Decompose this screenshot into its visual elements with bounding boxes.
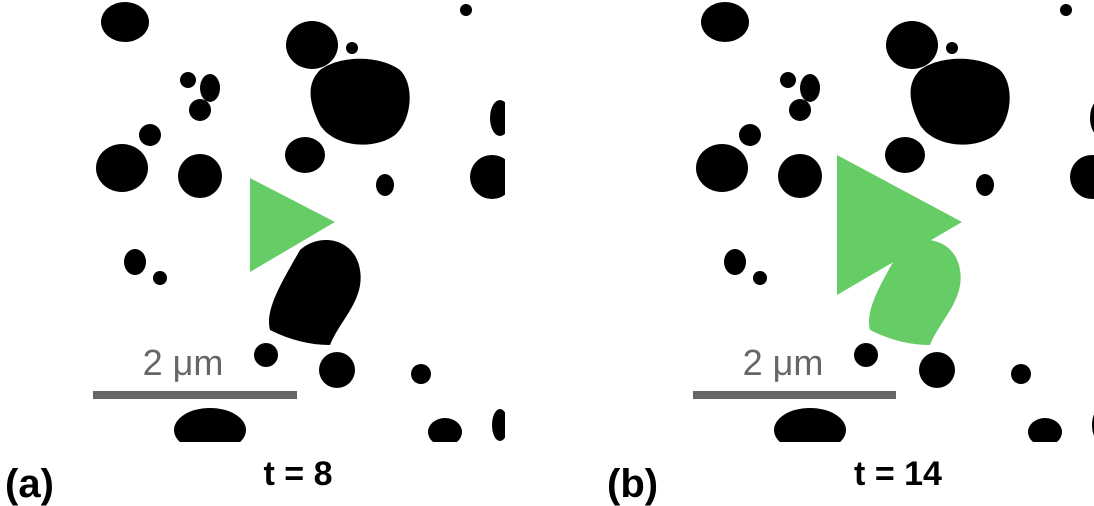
scale-label: 2 μm <box>143 342 224 383</box>
time-caption: t = 8 <box>264 455 333 493</box>
panel-label: (b) <box>607 462 658 506</box>
time-caption: t = 14 <box>854 455 942 493</box>
panel-a-image <box>96 2 514 452</box>
scale-label: 2 μm <box>743 342 824 383</box>
panel-b-image <box>696 2 1094 452</box>
panel-label: (a) <box>5 462 54 506</box>
figure: 2 μm 2 μm (a) (b) t = 8 t = 14 <box>0 0 1094 506</box>
